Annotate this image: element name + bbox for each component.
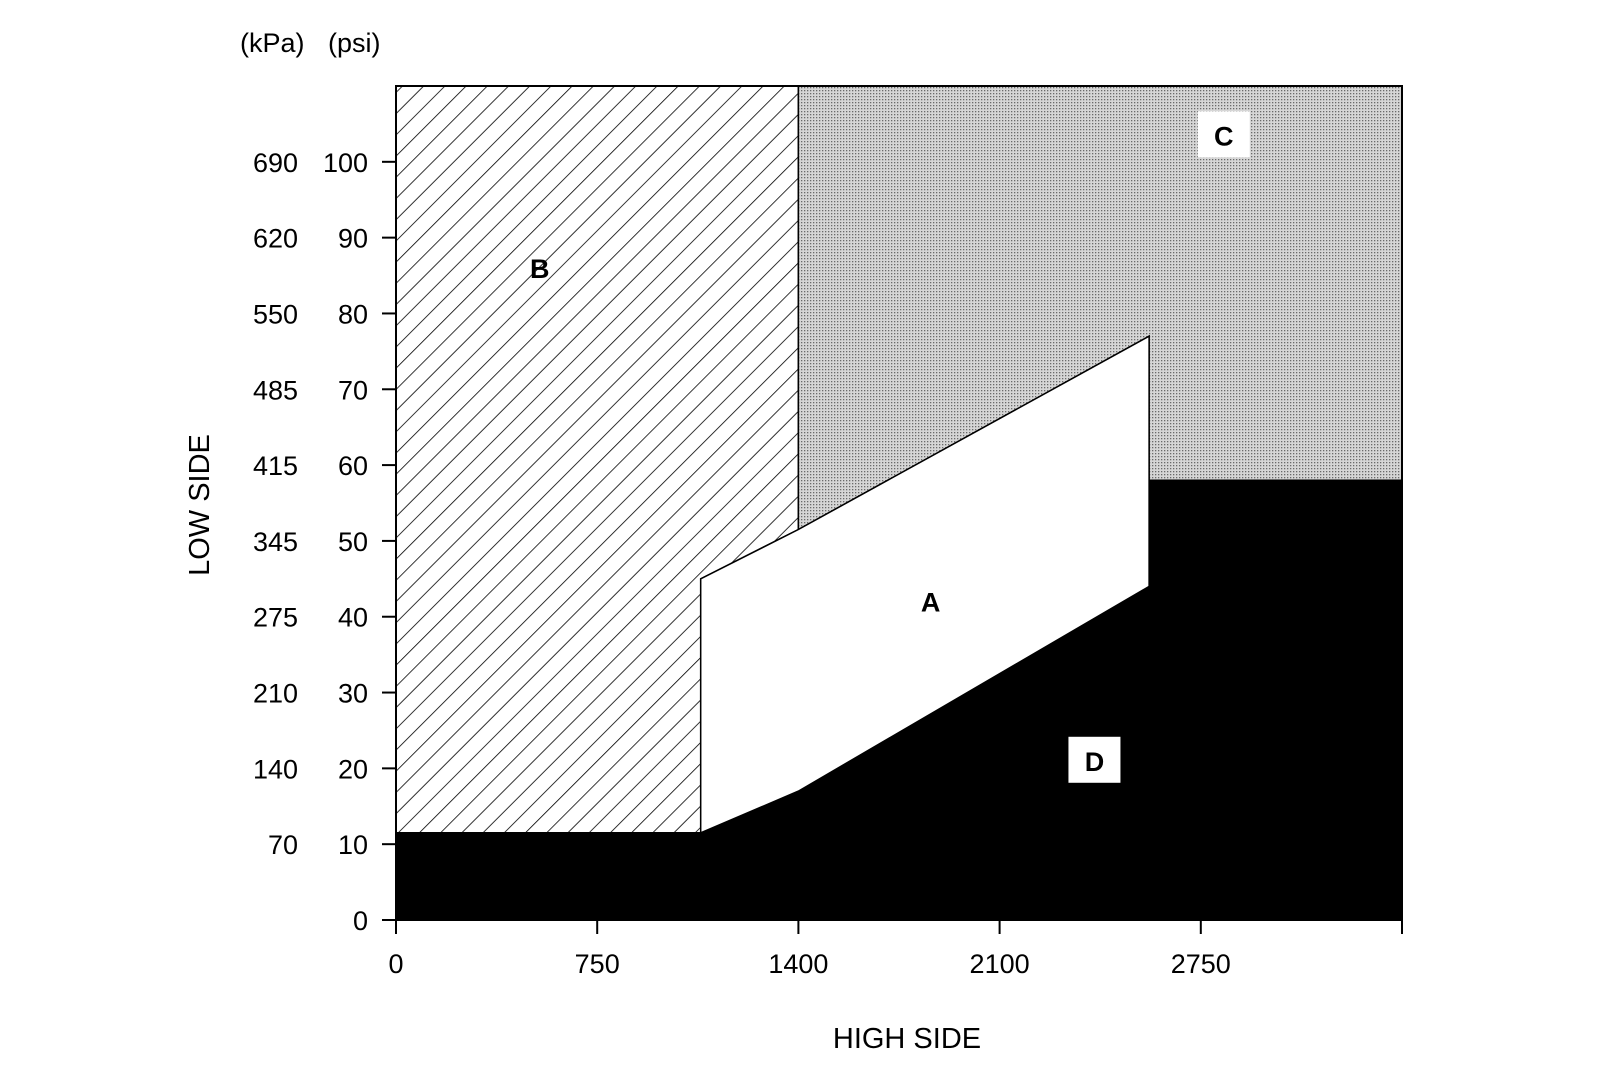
kpa-unit-label: (kPa) [240,28,305,58]
y-tick-label-kpa: 485 [253,375,298,405]
y-tick-label-psi: 60 [338,451,368,481]
y-tick-label-kpa: 210 [253,679,298,709]
region-label-b: B [530,254,550,284]
y-tick-label-kpa: 275 [253,603,298,633]
y-tick-label-psi: 20 [338,754,368,784]
psi-unit-label: (psi) [328,28,381,58]
region-layer [395,85,1403,921]
region-label-a: A [921,588,941,618]
y-tick-label-psi: 70 [338,375,368,405]
x-tick-label: 750 [575,949,620,979]
y-axis-title: LOW SIDE [184,434,216,576]
y-tick-label-kpa: 690 [253,148,298,178]
y-tick-label-kpa: 620 [253,224,298,254]
region-label-d: D [1085,747,1105,777]
y-axis: 0 10 70 20 140 30 210 40 275 50 345 60 415 70 485 80 550… [253,148,396,936]
region-label-c: C [1214,121,1234,151]
y-tick-label-psi: 0 [353,906,368,936]
y-tick-label-kpa: 415 [253,451,298,481]
y-tick-label-kpa: 140 [253,754,298,784]
region-label-box [1197,111,1250,158]
y-tick-label-psi: 10 [338,830,368,860]
y-tick-label-kpa: 70 [268,830,298,860]
x-axis-title: HIGH SIDE [833,1023,981,1055]
x-tick-label: 1400 [768,949,828,979]
y-tick-label-psi: 50 [338,527,368,557]
region-labels: A B C D [530,111,1250,783]
y-tick-label-kpa: 550 [253,299,298,329]
plot-frame [395,85,1403,921]
y-tick-label-kpa: 345 [253,527,298,557]
x-axis: 0 750 1400 2100 2750 [388,920,1403,979]
region-a [699,334,1150,834]
x-tick-label: 2750 [1171,949,1231,979]
x-tick-label: 2100 [970,949,1030,979]
x-tick-label: 0 [388,949,403,979]
region-label-box [1068,736,1121,783]
y-tick-label-psi: 100 [323,148,368,178]
y-tick-label-psi: 30 [338,679,368,709]
plot-border [395,85,1403,921]
y-tick-label-psi: 40 [338,603,368,633]
y-tick-label-psi: 80 [338,299,368,329]
y-tick-label-psi: 90 [338,224,368,254]
